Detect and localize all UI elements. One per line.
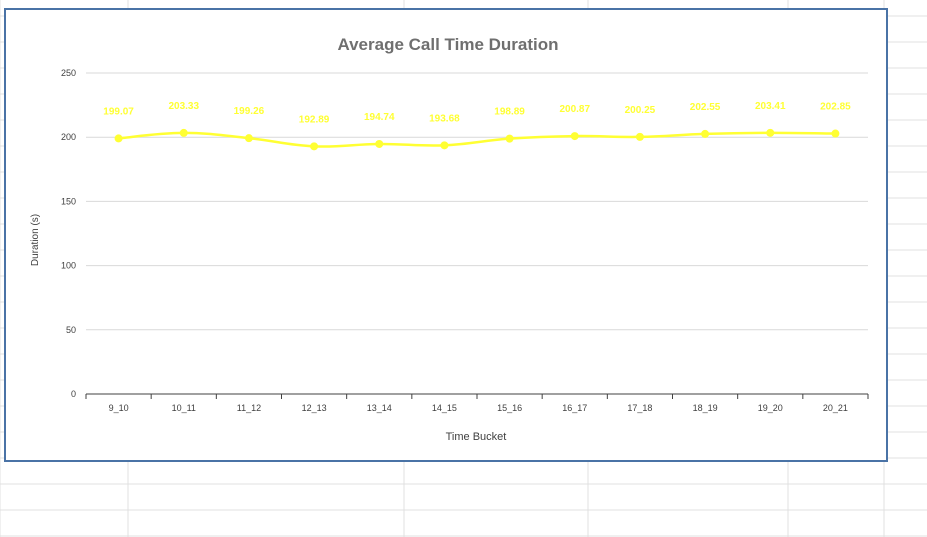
data-label: 200.87	[559, 104, 590, 115]
data-label: 192.89	[299, 114, 330, 125]
data-point	[570, 132, 579, 141]
data-point	[766, 128, 775, 137]
data-point	[375, 139, 384, 148]
data-label: 200.25	[625, 105, 656, 116]
y-tick-label: 0	[71, 389, 76, 399]
x-tick-label: 13_14	[367, 403, 392, 413]
x-tick-label: 9_10	[109, 403, 129, 413]
data-point	[179, 128, 188, 137]
x-axis-ticks: 9_10 10_11 11_12 12_13 13_14 14_15 15_16 16_17 1…	[85, 394, 869, 413]
data-label: 198.89	[494, 107, 525, 118]
x-tick-label: 18_19	[693, 403, 718, 413]
line-chart: Average Call Time Duration 0 50 100 150 200 2…	[30, 35, 869, 443]
data-point	[114, 134, 123, 143]
data-point	[310, 142, 319, 151]
x-tick-label: 11_12	[237, 403, 261, 413]
data-point	[701, 129, 710, 138]
chart-container[interactable]: Average Call Time Duration 0 50 100 150 200 2…	[4, 8, 888, 462]
data-label: 202.55	[690, 102, 721, 113]
data-point	[244, 134, 253, 143]
x-tick-label: 10_11	[172, 403, 196, 413]
data-point	[831, 129, 840, 138]
y-tick-label: 250	[61, 68, 76, 78]
data-label: 193.68	[429, 113, 460, 124]
x-tick-label: 20_21	[823, 403, 848, 413]
series-line	[118, 131, 836, 148]
data-label: 203.41	[755, 101, 786, 112]
data-label: 199.07	[103, 106, 134, 117]
data-labels: 199.07 203.33 199.26 192.89 194.74 193.68 198.…	[103, 101, 851, 126]
data-point	[440, 141, 449, 150]
y-tick-label: 200	[61, 132, 76, 142]
grid-lines	[86, 72, 868, 395]
y-tick-label: 100	[61, 261, 76, 271]
y-axis-ticks: 0 50 100 150 200 250	[61, 68, 76, 399]
data-label: 203.33	[168, 101, 199, 112]
chart-title: Average Call Time Duration	[337, 35, 558, 54]
data-point	[635, 132, 644, 141]
x-tick-label: 12_13	[302, 403, 327, 413]
y-axis-label: Duration (s)	[30, 214, 41, 266]
x-tick-label: 17_18	[627, 403, 652, 413]
x-axis-label: Time Bucket	[446, 431, 507, 443]
data-points	[114, 128, 840, 151]
data-label: 202.85	[820, 102, 851, 113]
data-label: 199.26	[234, 106, 265, 117]
x-tick-label: 14_15	[432, 403, 457, 413]
x-tick-label: 16_17	[562, 403, 587, 413]
x-tick-label: 15_16	[497, 403, 522, 413]
x-tick-label: 19_20	[758, 403, 783, 413]
data-label: 194.74	[364, 112, 395, 123]
data-point	[505, 134, 514, 143]
y-tick-label: 50	[66, 325, 76, 335]
y-tick-label: 150	[61, 196, 76, 206]
